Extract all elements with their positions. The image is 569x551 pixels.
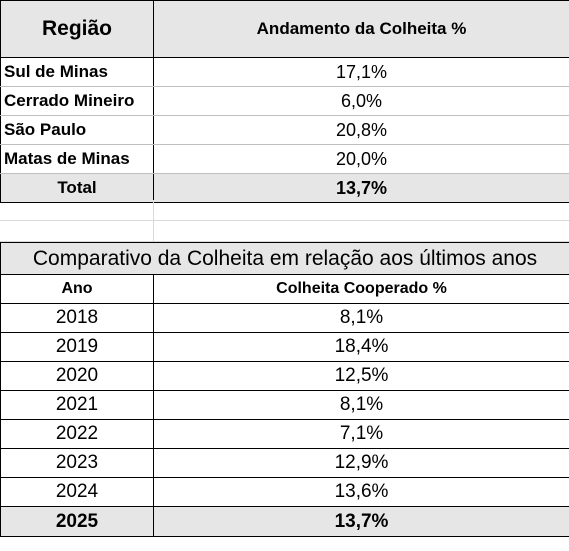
- table-title-row: Comparativo da Colheita em relação aos ú…: [0, 242, 569, 275]
- value-cell[interactable]: 13,7%: [152, 506, 569, 537]
- empty-row[interactable]: [0, 221, 569, 242]
- value-cell[interactable]: 8,1%: [152, 303, 569, 333]
- table-row: 2021 8,1%: [0, 390, 569, 420]
- region-cell[interactable]: Cerrado Mineiro: [0, 86, 154, 116]
- year-cell[interactable]: 2019: [0, 332, 154, 362]
- cooperado-header[interactable]: Colheita Cooperado %: [152, 274, 569, 304]
- year-cell[interactable]: 2024: [0, 477, 154, 507]
- value-cell[interactable]: 17,1%: [153, 57, 569, 87]
- table-row: 2022 7,1%: [0, 419, 569, 449]
- table-row: São Paulo 20,8%: [0, 115, 569, 145]
- table-row: 2018 8,1%: [0, 303, 569, 333]
- total-row: Total 13,7%: [0, 173, 569, 203]
- region-cell[interactable]: Sul de Minas: [0, 57, 154, 87]
- table-row: Cerrado Mineiro 6,0%: [0, 86, 569, 116]
- value-cell[interactable]: 8,1%: [152, 390, 569, 420]
- table-row: 2024 13,6%: [0, 477, 569, 507]
- table-row: 2023 12,9%: [0, 448, 569, 478]
- value-cell[interactable]: 12,9%: [152, 448, 569, 478]
- table-header-row: Ano Colheita Cooperado %: [0, 274, 569, 304]
- value-cell[interactable]: 7,1%: [152, 419, 569, 449]
- table-row: 2020 12,5%: [0, 361, 569, 391]
- progress-header[interactable]: Andamento da Colheita %: [153, 0, 569, 58]
- value-cell[interactable]: 6,0%: [153, 86, 569, 116]
- value-cell[interactable]: 18,4%: [152, 332, 569, 362]
- year-cell[interactable]: 2023: [0, 448, 154, 478]
- empty-row[interactable]: [0, 200, 569, 221]
- total-label-cell[interactable]: Total: [0, 173, 154, 203]
- column-gridline: [153, 200, 154, 242]
- table-row: 2019 18,4%: [0, 332, 569, 362]
- table-header-row: Região Andamento da Colheita %: [0, 0, 569, 58]
- year-cell[interactable]: 2022: [0, 419, 154, 449]
- value-cell[interactable]: 13,6%: [152, 477, 569, 507]
- current-year-row: 2025 13,7%: [0, 506, 569, 537]
- year-cell[interactable]: 2021: [0, 390, 154, 420]
- value-cell[interactable]: 20,0%: [153, 144, 569, 174]
- region-cell[interactable]: Matas de Minas: [0, 144, 154, 174]
- year-cell[interactable]: 2018: [0, 303, 154, 333]
- harvest-comparison-table: Comparativo da Colheita em relação aos ú…: [0, 242, 569, 537]
- region-cell[interactable]: São Paulo: [0, 115, 154, 145]
- comparison-title[interactable]: Comparativo da Colheita em relação aos ú…: [0, 242, 569, 275]
- year-cell[interactable]: 2025: [0, 506, 154, 537]
- harvest-progress-table: Região Andamento da Colheita % Sul de Mi…: [0, 0, 569, 203]
- value-cell[interactable]: 12,5%: [152, 361, 569, 391]
- table-row: Matas de Minas 20,0%: [0, 144, 569, 174]
- table-row: Sul de Minas 17,1%: [0, 57, 569, 87]
- total-value-cell[interactable]: 13,7%: [153, 173, 569, 203]
- region-header[interactable]: Região: [0, 0, 154, 58]
- year-header[interactable]: Ano: [0, 274, 154, 304]
- year-cell[interactable]: 2020: [0, 361, 154, 391]
- value-cell[interactable]: 20,8%: [153, 115, 569, 145]
